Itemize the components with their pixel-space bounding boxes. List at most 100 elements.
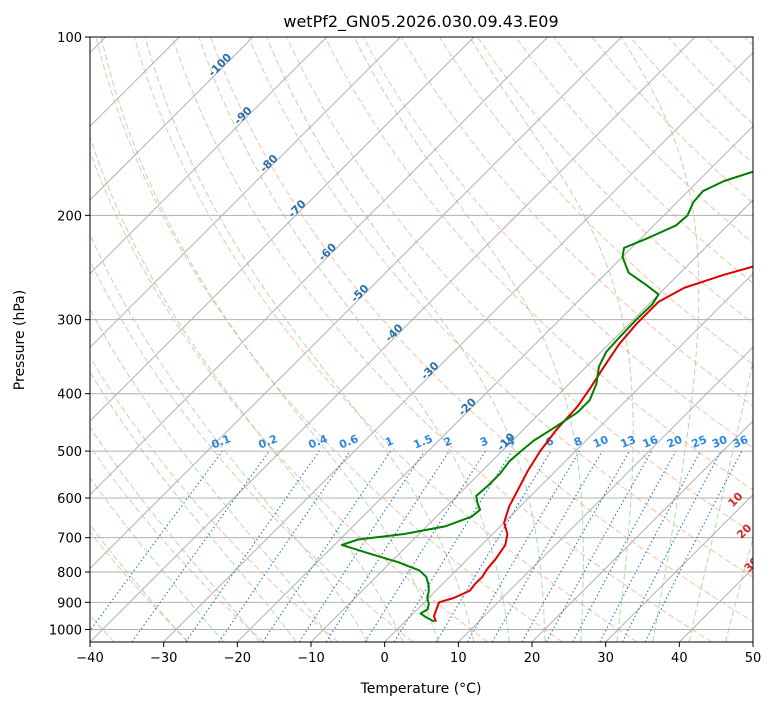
y-tick-label: 800 xyxy=(57,566,82,581)
mixing-ratio-label: 16 xyxy=(641,433,660,451)
dry-adiabat-line xyxy=(515,37,753,284)
mixing-ratio-line xyxy=(298,450,425,642)
mixing-ratio-label: 25 xyxy=(690,433,709,451)
mixing-ratio-line xyxy=(131,450,270,642)
dry-adiabat-line xyxy=(477,37,753,325)
isotherm-line xyxy=(90,37,622,570)
x-tick-label: 20 xyxy=(524,651,541,666)
isotherm-line xyxy=(90,37,696,642)
mixing-ratio-line xyxy=(185,450,320,642)
dry-adiabat-line xyxy=(400,37,753,407)
mixing-ratio-label: 36 xyxy=(731,433,750,451)
y-tick-label: 100 xyxy=(57,31,82,46)
mixing-ratio-lines xyxy=(90,450,743,642)
dry-adiabat-line xyxy=(90,531,190,642)
isotherm-line xyxy=(457,346,753,642)
y-tick-label: 900 xyxy=(57,596,82,611)
moist-adiabat-line xyxy=(198,37,510,642)
isotherm-line xyxy=(90,37,328,275)
moist-adiabat-label: 30 xyxy=(742,554,762,574)
x-tick-label: 0 xyxy=(381,651,389,666)
moist-adiabat-line xyxy=(469,37,634,642)
dry-adiabat-line xyxy=(90,356,339,642)
x-axis-label: Temperature (°C) xyxy=(360,681,482,697)
x-tick-label: 30 xyxy=(597,651,614,666)
mixing-ratio-line xyxy=(545,450,653,642)
isotherm-line xyxy=(531,420,753,642)
isotherm-line xyxy=(90,37,401,349)
dewpoint-profile-line xyxy=(340,170,753,623)
mixing-ratio-label: 30 xyxy=(710,433,729,451)
isotherm-line xyxy=(90,37,549,496)
y-tick-label: 200 xyxy=(57,209,82,224)
dry-adiabat-line xyxy=(210,37,753,623)
dry-adiabat-line xyxy=(324,37,753,491)
moist-adiabat-line xyxy=(620,37,700,642)
y-axis-label: Pressure (hPa) xyxy=(12,290,28,390)
dry-adiabat-line xyxy=(133,37,638,642)
isotherm-line xyxy=(90,37,475,422)
dry-adiabat-line xyxy=(95,37,563,642)
mixing-ratio-label: 20 xyxy=(665,433,684,451)
moist-adiabat-line xyxy=(90,135,404,642)
plot-frame xyxy=(89,36,754,643)
x-tick-label: 10 xyxy=(450,651,467,666)
plot-area xyxy=(90,37,753,642)
mixing-ratio-label: 3 xyxy=(478,434,490,449)
mixing-ratio-label: 13 xyxy=(619,433,638,451)
dry-adiabat-line xyxy=(90,259,414,642)
y-axis: 1000 900 800 700 600 500 400 300 200 100 xyxy=(49,31,90,638)
dry-adiabat-line xyxy=(248,37,753,578)
y-tick-label: 700 xyxy=(57,532,82,547)
dry-adiabat-line xyxy=(629,37,753,165)
dry-adiabat-line xyxy=(591,37,753,204)
y-tick-label: 1000 xyxy=(49,623,82,638)
isotherm-line xyxy=(310,199,753,642)
mixing-ratio-label: 8 xyxy=(572,434,584,449)
mixing-ratio-label: 10 xyxy=(591,433,610,451)
moist-adiabat-line xyxy=(100,37,439,642)
moist-adiabat-line xyxy=(353,37,584,642)
y-tick-label: 500 xyxy=(57,445,82,460)
dry-adiabat-line xyxy=(553,37,753,244)
moist-adiabat-line xyxy=(725,536,753,642)
isotherm-line xyxy=(236,125,753,642)
x-axis: −40 −30 −20 −10 0 10 20 30 40 50 xyxy=(76,642,761,666)
mixing-ratio-line xyxy=(521,450,630,642)
y-tick-label: 600 xyxy=(57,492,82,507)
mixing-ratio-line xyxy=(572,450,677,642)
moist-adiabat-line xyxy=(90,370,297,642)
x-tick-label: −40 xyxy=(76,651,103,666)
isotherm-line xyxy=(90,37,254,201)
isotherms xyxy=(90,37,753,642)
moist-adiabat-line xyxy=(144,37,475,642)
dry-adiabat-line xyxy=(286,37,753,534)
moist-adiabat-line xyxy=(90,233,369,642)
y-tick-label: 400 xyxy=(57,388,82,403)
mixing-ratio-line xyxy=(644,450,743,642)
mixing-ratio-line xyxy=(262,450,392,642)
mixing-ratio-line xyxy=(90,450,223,632)
mixing-ratio-label: 2 xyxy=(442,434,454,449)
x-tick-label: −20 xyxy=(224,651,251,666)
moist-adiabat-line xyxy=(266,37,546,642)
isotherm-line xyxy=(605,493,753,642)
y-tick-label: 300 xyxy=(57,314,82,329)
moist-adiabat-line xyxy=(90,308,333,642)
isotherm-line xyxy=(384,272,753,642)
x-tick-label: −30 xyxy=(150,651,177,666)
mixing-ratio-label: 1 xyxy=(383,434,395,449)
dry-adiabat-line xyxy=(90,150,488,642)
dry-adiabats xyxy=(90,37,753,642)
chart-title: wetPf2_GN05.2026.030.09.43.E09 xyxy=(283,12,558,32)
mixing-ratio-line xyxy=(325,450,450,642)
x-tick-label: −10 xyxy=(297,651,324,666)
moist-adiabat-label: 20 xyxy=(734,521,754,541)
x-tick-label: 50 xyxy=(745,651,762,666)
mixing-ratio-line xyxy=(218,450,351,642)
x-tick-label: 40 xyxy=(671,651,688,666)
mixing-ratio-line xyxy=(393,450,513,642)
dry-adiabat-line xyxy=(439,37,753,366)
isotherm-line xyxy=(163,51,753,642)
